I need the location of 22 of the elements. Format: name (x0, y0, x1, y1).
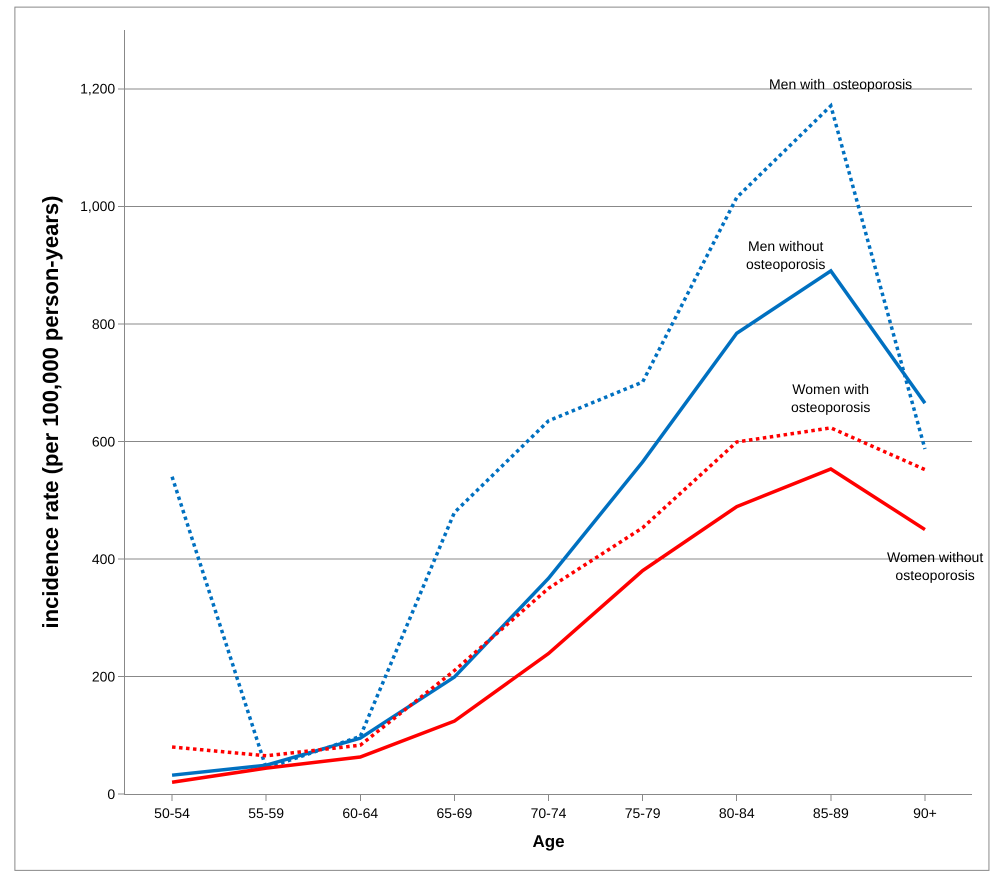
x-tick-label: 60-64 (342, 804, 378, 821)
y-tick-label: 1,000 (80, 198, 116, 214)
y-tick-label: 1,200 (80, 80, 116, 97)
y-tick-label: 0 (107, 786, 116, 802)
y-tick-label: 200 (92, 668, 116, 684)
x-tick-label: 55-59 (248, 804, 284, 821)
x-tick-label: 90+ (913, 804, 937, 821)
text: Women without osteoporosis (887, 549, 984, 584)
y-tick-label: 400 (92, 550, 116, 567)
x-tick-label: 85-89 (812, 804, 849, 821)
y-axis-title: incidence rate (per 100,000 person-years) (38, 196, 63, 628)
x-tick-label: 65-69 (436, 804, 473, 821)
x-tick-label: 50-54 (154, 804, 190, 821)
x-axis-title: Age (532, 832, 565, 852)
series-label: Men without osteoporosis (746, 238, 826, 272)
series-label: Women with osteoporosis (791, 381, 870, 416)
x-tick-label: 80-84 (718, 804, 755, 821)
y-tick-label: 600 (92, 433, 116, 450)
series-label: Men with osteoporosis (769, 76, 912, 92)
y-tick-label: 800 (92, 316, 116, 332)
x-tick-label: 70-74 (530, 804, 567, 821)
x-tick-label: 75-79 (624, 804, 661, 821)
